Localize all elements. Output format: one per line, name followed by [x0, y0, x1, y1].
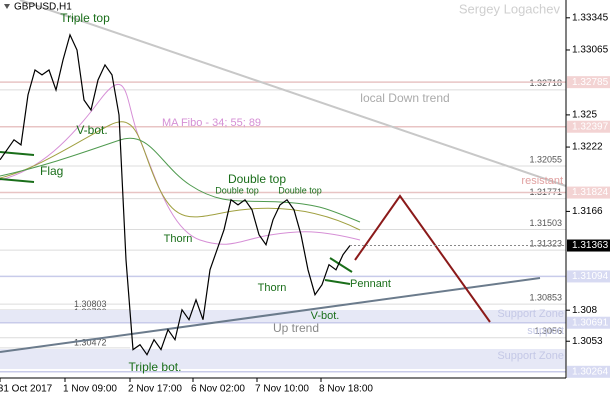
marked-level-box: [567, 270, 610, 283]
y-tick-label: 1.3222: [572, 142, 603, 153]
current-price-box: [567, 239, 610, 252]
annotation: support: [527, 325, 564, 337]
y-tick-label: 1.33345: [572, 12, 609, 23]
x-tick-label: 1 Nov 09:00: [63, 384, 117, 395]
marked-level-label: 1.30691: [572, 317, 609, 328]
current-price-label: 1.31363: [572, 240, 609, 251]
level-label: 1.30472: [74, 337, 107, 347]
annotation: Double top: [278, 185, 322, 195]
marked-level-label: 1.30264: [572, 366, 609, 377]
y-tick-label: 1.33065: [572, 45, 609, 56]
annotation: local Down trend: [360, 91, 449, 105]
annotation: Support Zone: [497, 308, 564, 320]
marked-level-label: 1.31824: [572, 187, 609, 198]
annotation: Triple bot.: [129, 360, 182, 374]
annotation: Double top: [215, 185, 259, 195]
level-label: 1.31503: [529, 218, 562, 228]
x-tick-label: 31 Oct 2017: [0, 384, 53, 395]
annotation: resistant: [521, 175, 563, 187]
x-tick-label: 2 Nov 17:00: [128, 384, 182, 395]
marked-level-box: [567, 76, 610, 89]
y-tick-label: 1.325: [572, 110, 597, 121]
level-label: 1.30803: [74, 299, 107, 309]
marked-level-label: 1.31094: [572, 271, 609, 282]
x-tick-label: 8 Nov 18:00: [319, 384, 373, 395]
y-tick-label: 1.3053: [572, 336, 603, 347]
annotation: Pennant: [350, 278, 391, 290]
annotation: Triple top: [60, 11, 110, 25]
annotation: MA Fibo - 34; 55; 89: [162, 117, 261, 129]
annotation: Thorn: [258, 282, 287, 294]
annotation: Double top: [228, 172, 286, 186]
annotation: Support Zone: [497, 350, 564, 362]
marked-level-box: [567, 120, 610, 133]
x-tick-label: 7 Nov 10:00: [255, 384, 309, 395]
price-line: [0, 33, 351, 356]
ma-55: [0, 121, 361, 231]
marked-level-box: [567, 186, 610, 199]
marked-level-label: 1.32785: [572, 77, 609, 88]
level-label: 1.31323: [529, 238, 562, 248]
marked-level-box: [567, 365, 610, 378]
annotation: Flag: [40, 164, 63, 178]
y-tick-label: 1.3166: [572, 206, 603, 217]
level-label: 1.30853: [529, 292, 562, 302]
down-trend-line: [19, 0, 567, 187]
level-label: 1.32718: [529, 78, 562, 88]
support-zone: [0, 349, 566, 369]
annotation: V-bot.: [76, 123, 107, 137]
annotation: Thorn: [164, 233, 193, 245]
pennant-line: [324, 279, 351, 285]
author: Sergey Logachev: [459, 1, 561, 16]
annotation: Up trend: [273, 321, 319, 335]
flag-line: [0, 178, 35, 183]
marked-level-label: 1.32397: [572, 121, 609, 132]
symbol-label: GBPUSD,H1: [14, 2, 72, 13]
pennant-line: [329, 257, 353, 273]
marked-level-box: [567, 316, 610, 329]
annotation: V-bot.: [311, 310, 340, 322]
plot: [0, 33, 351, 356]
x-tick-label: 6 Nov 02:00: [191, 384, 245, 395]
level-label: 1.32055: [529, 154, 562, 164]
level-label: 1.3056: [534, 326, 562, 336]
menu-icon[interactable]: [4, 4, 10, 9]
ma-89: [0, 137, 361, 223]
y-tick-label: 1.308: [572, 305, 597, 316]
forecast-arrow: [354, 194, 491, 323]
support-zone: [0, 310, 566, 322]
up-trend-line: [0, 277, 541, 353]
